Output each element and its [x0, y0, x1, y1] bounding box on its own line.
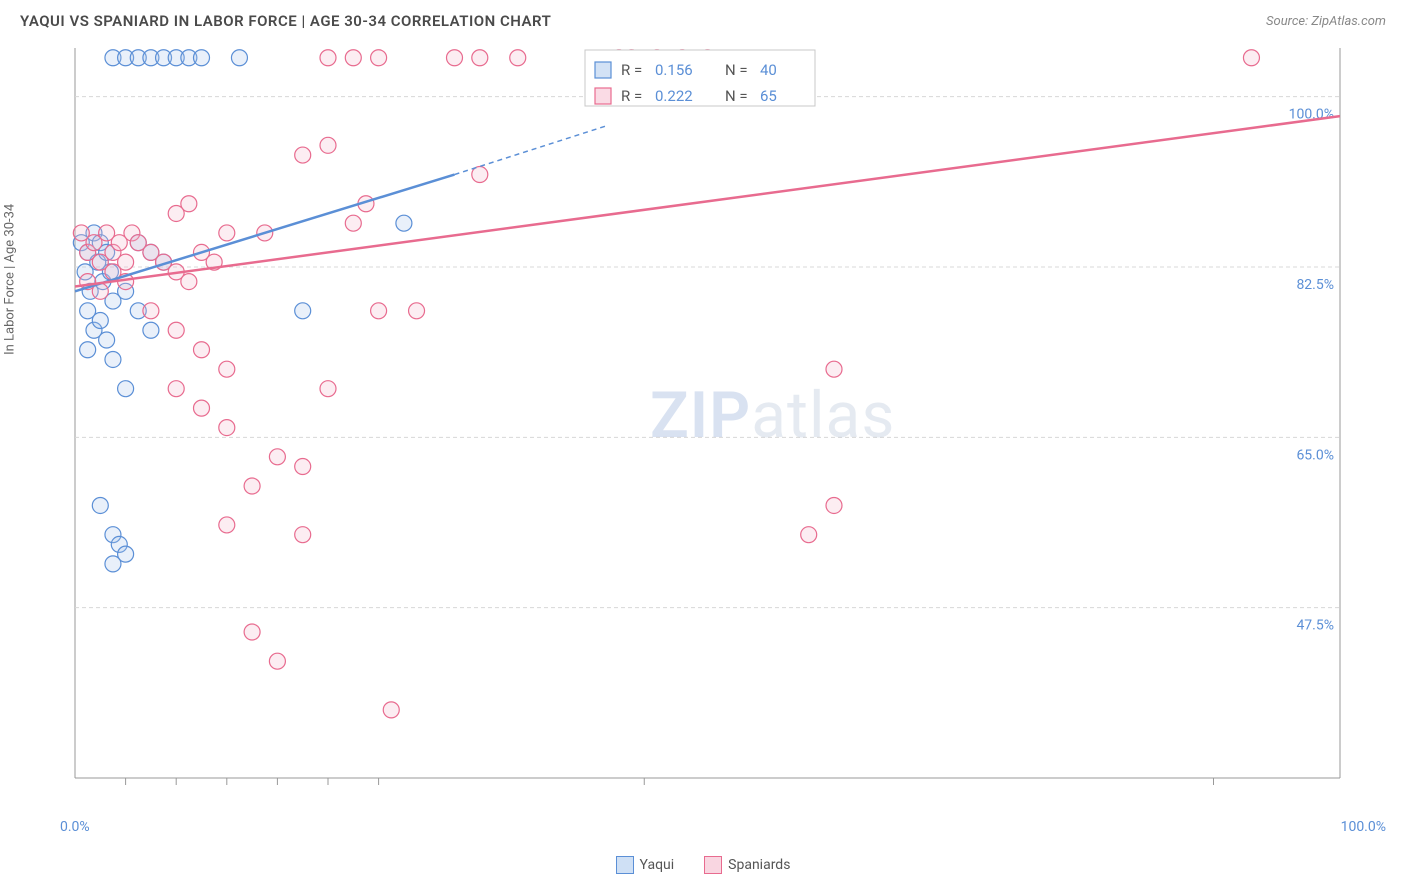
- y-axis-label: In Labor Force | Age 30-34: [3, 203, 18, 354]
- chart-container: In Labor Force | Age 30-34 47.5%65.0%82.…: [20, 38, 1386, 807]
- svg-text:40: 40: [760, 61, 777, 79]
- chart-header: YAQUI VS SPANIARD IN LABOR FORCE | AGE 3…: [0, 0, 1406, 38]
- svg-text:65: 65: [760, 87, 777, 105]
- legend-item-spaniards: Spaniards: [704, 856, 790, 874]
- svg-text:N =: N =: [725, 87, 748, 105]
- svg-text:82.5%: 82.5%: [1296, 277, 1334, 293]
- legend-swatch-icon: [616, 856, 634, 874]
- svg-text:R =: R =: [621, 61, 642, 79]
- svg-text:R =: R =: [621, 87, 642, 105]
- chart-source: Source: ZipAtlas.com: [1266, 14, 1386, 29]
- x-axis-min-label: 0.0%: [60, 819, 90, 835]
- chart-title: YAQUI VS SPANIARD IN LABOR FORCE | AGE 3…: [20, 12, 551, 30]
- x-axis-max-label: 100.0%: [1341, 819, 1386, 835]
- scatter-chart: 47.5%65.0%82.5%100.0%R =0.156N =40R =0.2…: [20, 38, 1350, 803]
- legend-label: Yaqui: [640, 857, 675, 873]
- chart-legend: Yaqui Spaniards: [0, 850, 1406, 874]
- legend-item-yaqui: Yaqui: [616, 856, 675, 874]
- svg-text:65.0%: 65.0%: [1296, 447, 1334, 463]
- legend-swatch-icon: [704, 856, 722, 874]
- svg-text:0.222: 0.222: [655, 87, 693, 105]
- legend-label: Spaniards: [728, 857, 790, 873]
- svg-text:0.156: 0.156: [655, 61, 693, 79]
- svg-text:N =: N =: [725, 61, 748, 79]
- svg-text:47.5%: 47.5%: [1296, 618, 1334, 634]
